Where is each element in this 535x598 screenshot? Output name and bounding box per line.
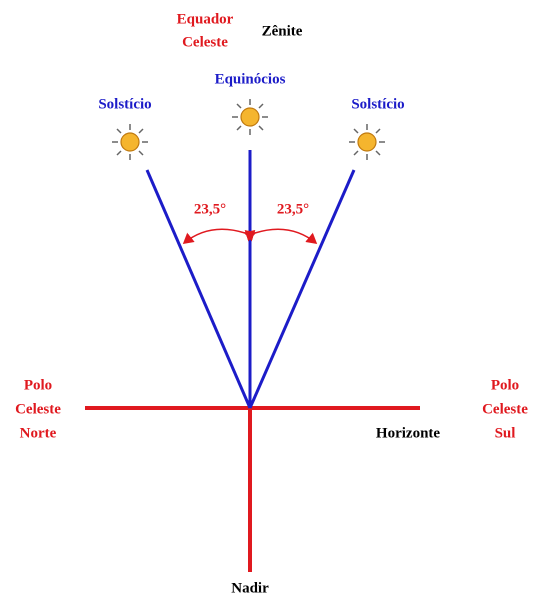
sun	[348, 123, 386, 161]
solstice-line	[145, 169, 252, 409]
label: Solstício	[351, 96, 404, 112]
label: Horizonte	[376, 425, 440, 441]
label: Norte	[20, 425, 57, 441]
label: Equador	[177, 11, 234, 27]
angle-arc	[182, 228, 256, 244]
label: Celeste	[15, 401, 61, 417]
label: Celeste	[182, 34, 228, 50]
label: Zênite	[262, 23, 303, 39]
label: Sul	[495, 425, 516, 441]
sun	[231, 98, 269, 136]
angle-arc	[244, 228, 318, 244]
label: Equinócios	[215, 71, 286, 87]
label: Nadir	[231, 580, 269, 596]
label: Solstício	[98, 96, 151, 112]
solstice-line	[248, 169, 356, 409]
label: Polo	[491, 377, 519, 393]
label: 23,5°	[194, 201, 226, 217]
sun	[111, 123, 149, 161]
label: 23,5°	[277, 201, 309, 217]
label: Celeste	[482, 401, 528, 417]
lines	[85, 150, 420, 572]
label: Polo	[24, 377, 52, 393]
